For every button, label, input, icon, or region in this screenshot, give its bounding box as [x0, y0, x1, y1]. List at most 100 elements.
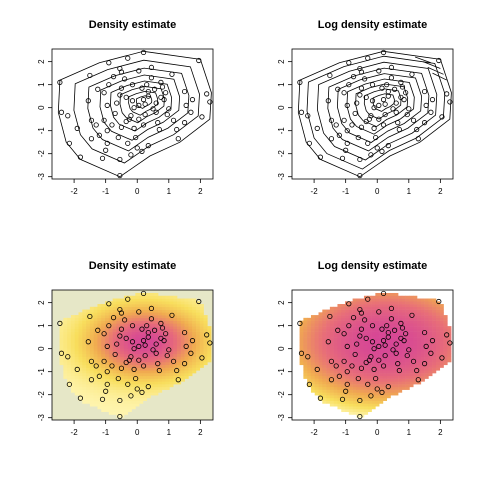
data-point — [85, 339, 91, 345]
density-cell — [112, 348, 117, 352]
density-cell — [363, 406, 369, 410]
density-cell — [142, 342, 148, 346]
data-point — [385, 93, 391, 99]
density-cell — [401, 350, 406, 355]
data-point — [153, 100, 159, 106]
density-cell — [184, 323, 189, 327]
density-cell — [360, 381, 365, 385]
density-cell — [78, 384, 83, 388]
density-cell — [93, 397, 98, 401]
density-cell — [184, 339, 189, 343]
density-cell — [382, 370, 388, 374]
density-cell — [443, 326, 448, 330]
density-cell — [123, 323, 129, 327]
density-cell — [165, 315, 170, 319]
density-cell — [139, 323, 144, 327]
density-cell — [150, 386, 155, 390]
density-cell — [405, 345, 410, 349]
density-cell — [101, 323, 106, 327]
density-cell — [120, 350, 125, 355]
density-cell — [424, 326, 429, 330]
x-tick-label: 1 — [407, 428, 412, 437]
density-cell — [398, 381, 403, 385]
density-cell — [371, 403, 376, 407]
density-cell — [394, 350, 399, 355]
density-cell — [322, 373, 327, 377]
density-cell — [173, 373, 178, 377]
density-cell — [127, 315, 132, 319]
density-cell — [401, 298, 406, 302]
density-cell — [371, 298, 376, 302]
density-cell — [158, 353, 163, 357]
density-cell — [184, 353, 189, 357]
density-cell — [333, 392, 338, 396]
density-cell — [356, 337, 361, 341]
density-cell — [326, 320, 331, 324]
data-point — [189, 97, 196, 103]
density-cell — [333, 337, 338, 341]
density-cell — [447, 359, 452, 363]
density-cell — [337, 309, 342, 313]
density-cell — [413, 381, 418, 385]
data-point — [341, 358, 347, 364]
density-cell — [345, 359, 350, 363]
density-cell — [142, 345, 148, 349]
density-cell — [116, 353, 121, 357]
density-cell — [146, 331, 151, 335]
density-cell — [310, 353, 316, 357]
data-point — [163, 90, 169, 96]
density-cell — [74, 359, 79, 363]
density-cell — [447, 353, 452, 357]
density-cell — [318, 378, 323, 382]
density-cell — [382, 328, 388, 332]
data-point — [128, 393, 134, 399]
density-cell — [409, 328, 414, 332]
density-cell — [93, 384, 98, 388]
data-point — [380, 122, 387, 128]
density-cell — [169, 331, 174, 335]
density-cell — [401, 334, 406, 338]
density-cell — [173, 350, 178, 355]
data-point — [352, 351, 358, 358]
density-cell — [303, 326, 308, 330]
density-cell — [333, 350, 338, 355]
density-cell — [86, 323, 91, 327]
data-point — [87, 72, 93, 79]
density-cell — [169, 317, 174, 321]
density-cell — [401, 373, 406, 377]
density-cell — [394, 312, 399, 316]
density-cell — [439, 342, 444, 346]
density-cell — [63, 317, 68, 321]
density-cell — [165, 350, 170, 355]
y-tick-label: -2 — [277, 391, 286, 399]
density-cell — [326, 364, 331, 368]
density-cell — [146, 384, 151, 388]
density-cell — [345, 339, 350, 343]
data-point — [133, 375, 139, 382]
density-cell — [135, 337, 140, 341]
data-point — [129, 98, 136, 104]
density-cell — [139, 395, 144, 399]
density-cell — [192, 317, 197, 321]
density-cell — [116, 350, 121, 355]
density-cell — [177, 356, 182, 360]
density-cell — [299, 359, 304, 363]
density-cell — [192, 331, 197, 335]
density-cell — [173, 309, 178, 313]
density-cell — [123, 356, 129, 360]
density-cell — [303, 375, 308, 379]
density-cell — [307, 364, 312, 368]
contour-segment — [427, 67, 444, 75]
density-cell — [89, 378, 94, 382]
density-cell — [337, 397, 342, 401]
density-cell — [375, 353, 380, 357]
density-cell — [188, 334, 193, 338]
density-cell — [386, 367, 391, 371]
density-cell — [127, 350, 132, 355]
data-point — [306, 381, 312, 387]
data-point — [344, 381, 350, 387]
density-cell — [417, 331, 422, 335]
density-cell — [379, 389, 384, 393]
y-tick-label: -3 — [277, 173, 286, 181]
